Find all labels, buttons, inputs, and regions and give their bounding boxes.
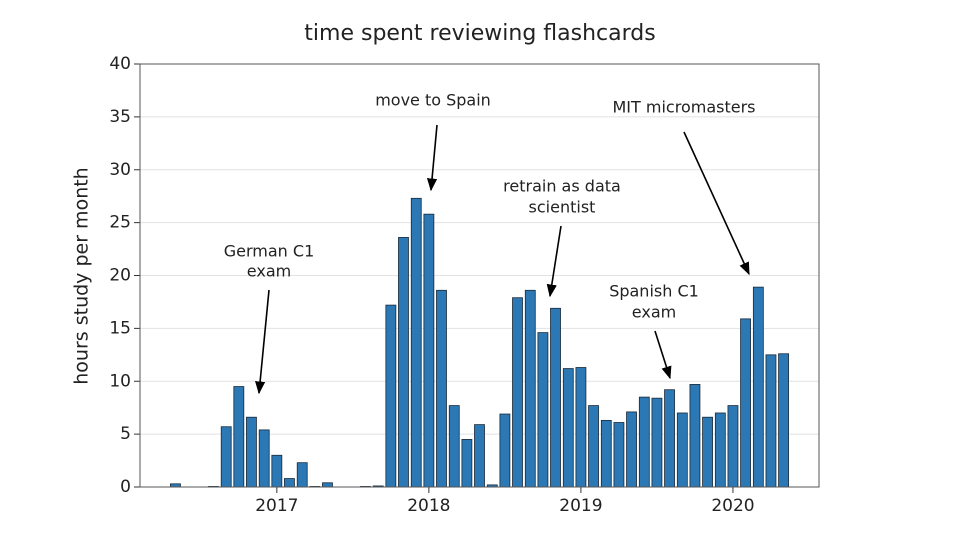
x-tick-label: 2018	[407, 496, 450, 516]
annotation-text: MIT micromasters	[613, 98, 756, 117]
bar	[461, 439, 473, 488]
bar	[664, 389, 675, 488]
bar	[765, 354, 777, 488]
y-tick-label: 10	[109, 371, 131, 391]
annotation-text: scientist	[529, 198, 596, 217]
y-axis-label: hours study per month	[71, 167, 93, 384]
bar	[246, 416, 257, 488]
annotation-arrow	[255, 289, 270, 395]
bar	[385, 304, 397, 488]
bar	[562, 368, 574, 488]
bar	[271, 454, 283, 488]
annotation-arrow	[683, 131, 750, 276]
annotation-text: Spanish C1	[609, 282, 699, 301]
y-tick-label: 5	[120, 424, 131, 444]
bar	[410, 197, 422, 488]
annotation-arrow	[426, 124, 438, 192]
bar	[600, 419, 612, 488]
bar	[398, 237, 409, 488]
bar	[220, 426, 232, 488]
y-tick-label: 15	[109, 318, 131, 338]
bar	[474, 424, 485, 488]
x-tick-label: 2020	[711, 496, 754, 516]
bar	[499, 413, 511, 488]
bar	[436, 289, 447, 488]
y-tick-label: 35	[109, 107, 131, 127]
bar	[233, 386, 245, 488]
annotation-text: German C1	[224, 242, 315, 261]
chart-title: time spent reviewing flashcards	[304, 21, 655, 46]
y-tick-label: 25	[109, 213, 131, 233]
bar	[512, 297, 523, 488]
bar	[651, 397, 663, 488]
bar	[524, 289, 536, 488]
bar	[423, 213, 435, 488]
bar	[550, 307, 561, 488]
bar	[322, 482, 333, 488]
x-tick-label: 2019	[559, 496, 602, 516]
plot-frame	[139, 63, 820, 488]
annotation-text: exam	[632, 303, 676, 322]
y-tick-label: 0	[120, 477, 131, 497]
bar	[613, 422, 625, 488]
x-tick-label: 2017	[255, 496, 298, 516]
bar	[575, 367, 587, 488]
bar	[714, 412, 726, 488]
y-tick-label: 40	[109, 54, 131, 74]
bar	[638, 396, 650, 488]
bar	[258, 429, 270, 488]
bar	[689, 384, 701, 488]
annotation-text: exam	[247, 262, 291, 281]
bar	[702, 416, 713, 488]
bar	[284, 478, 295, 488]
bar	[727, 405, 739, 488]
annotation-arrow	[546, 225, 562, 298]
bar	[537, 332, 549, 488]
bar	[676, 412, 688, 488]
y-tick-label: 20	[109, 266, 131, 286]
bar	[740, 318, 751, 488]
y-tick-label: 30	[109, 160, 131, 180]
annotation-text: retrain as data	[503, 177, 621, 196]
bar	[752, 286, 764, 488]
bar	[778, 353, 789, 488]
bar	[588, 405, 599, 488]
bar	[448, 405, 460, 488]
annotation-text: move to Spain	[375, 91, 491, 110]
bar	[296, 462, 308, 488]
annotation-arrow	[654, 330, 672, 380]
bar	[626, 411, 637, 488]
